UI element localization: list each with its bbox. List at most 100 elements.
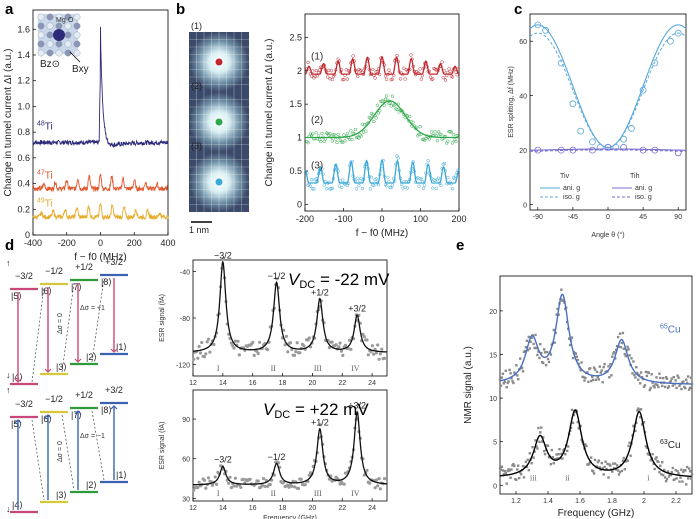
- data-point: [233, 476, 237, 480]
- data-point: [680, 468, 683, 471]
- spin-up-arrow: ↑: [6, 385, 11, 395]
- x-axis-label: f − f0 (MHz): [356, 228, 409, 239]
- data-point: [682, 380, 685, 383]
- data-point: [314, 131, 318, 135]
- data-point: [579, 369, 582, 372]
- data-point: [408, 114, 412, 119]
- ket-label: |8⟩: [101, 405, 112, 415]
- data-point: [324, 187, 329, 191]
- data-point: [532, 342, 535, 346]
- data-point: [390, 183, 395, 187]
- peak-roman-label: I: [217, 489, 220, 498]
- y-tick-label: 0: [493, 483, 497, 490]
- lattice-atom: [46, 31, 54, 39]
- data-point: [678, 384, 681, 387]
- data-point: [513, 371, 516, 374]
- data-point: [517, 464, 520, 467]
- site-label: (1): [191, 21, 202, 31]
- data-point: [232, 484, 236, 488]
- data-point: [686, 465, 689, 469]
- data-point: [440, 60, 444, 64]
- data-point: [430, 130, 434, 134]
- data-point: [654, 457, 657, 461]
- y-tick-label: 1.4: [17, 50, 30, 60]
- y-axis-label: Change in tunnel current ΔI (a.u.): [264, 39, 275, 187]
- data-point: [359, 134, 363, 138]
- ket-label: |1⟩: [116, 342, 127, 352]
- data-point: [642, 421, 646, 424]
- data-point: [690, 383, 694, 386]
- data-point: [401, 186, 405, 190]
- series-label-(3): (3): [311, 160, 323, 171]
- data-point: [535, 445, 538, 448]
- data-point: [538, 356, 541, 360]
- data-point: [640, 423, 644, 426]
- data-point: [655, 376, 658, 379]
- data-point: [623, 352, 626, 356]
- y-tick-label: 2.5: [289, 32, 302, 42]
- data-point: [604, 460, 607, 463]
- spin-label: −3/2: [15, 271, 33, 281]
- delta-sigma-zero: Δσ = 0: [57, 441, 64, 462]
- data-point: [631, 372, 634, 375]
- data-point: [684, 386, 687, 390]
- x-tick-label: 24: [368, 505, 376, 512]
- series-label-63Cu: 63Cu: [660, 439, 681, 451]
- x-tick-label: 0: [379, 214, 384, 224]
- data-point: [334, 343, 338, 347]
- peak-roman-label: II: [271, 364, 277, 373]
- data-point: [450, 141, 455, 145]
- series-line-47Ti: [32, 173, 169, 193]
- data-point: [690, 472, 694, 476]
- data-point: [678, 480, 681, 483]
- data-point: [221, 257, 225, 261]
- ket-label: |5⟩: [11, 291, 22, 301]
- data-point: [659, 464, 662, 467]
- data-point: [395, 53, 399, 58]
- data-point: [653, 386, 656, 389]
- data-point: [669, 473, 673, 477]
- data-point: [688, 470, 692, 473]
- x-tick-label: 400: [160, 238, 175, 248]
- data-point: [613, 351, 616, 354]
- data-point: [621, 459, 625, 462]
- data-point: [232, 346, 236, 350]
- data-point: [505, 482, 508, 485]
- fit-line-(3): [304, 159, 460, 184]
- data-point: [455, 73, 459, 77]
- data-point: [615, 468, 618, 471]
- data-point: [590, 379, 593, 383]
- axes-e: 1.2 1.4 1.6 1.8 2 2.2 0 5 10 15 20 NMR signal (a.u.…: [463, 275, 694, 519]
- data-point: [666, 470, 670, 473]
- data-point: [584, 376, 587, 380]
- data-point: [262, 477, 266, 481]
- y-tick-label: 15: [489, 352, 497, 359]
- lattice-atom: [37, 31, 45, 39]
- data-point: [192, 488, 196, 492]
- data-point: [603, 465, 606, 469]
- peak-roman-label: iii: [530, 473, 537, 482]
- peak-label: −3/2: [214, 250, 232, 260]
- data-point: [345, 131, 350, 136]
- data-point: [614, 357, 617, 360]
- data-point: [645, 446, 649, 449]
- y-tick-label: -40: [180, 270, 190, 277]
- data-point: [513, 464, 516, 468]
- data-point: [357, 136, 361, 140]
- spin-label: +3/2: [105, 385, 123, 395]
- data-point: [653, 467, 656, 471]
- data-point: [363, 123, 367, 127]
- data-point: [263, 484, 267, 488]
- x-tick-label: 100: [413, 214, 428, 224]
- x-tick-label: 22: [338, 380, 346, 387]
- spin-label: +3/2: [105, 257, 123, 267]
- data-point: [557, 453, 560, 456]
- data-point: [345, 77, 350, 81]
- data-point: [605, 467, 608, 471]
- data-point: [689, 376, 693, 379]
- x-tick-label: 90: [674, 214, 682, 221]
- data-point: [503, 469, 506, 473]
- data-point: [557, 313, 560, 316]
- data-point: [667, 475, 671, 478]
